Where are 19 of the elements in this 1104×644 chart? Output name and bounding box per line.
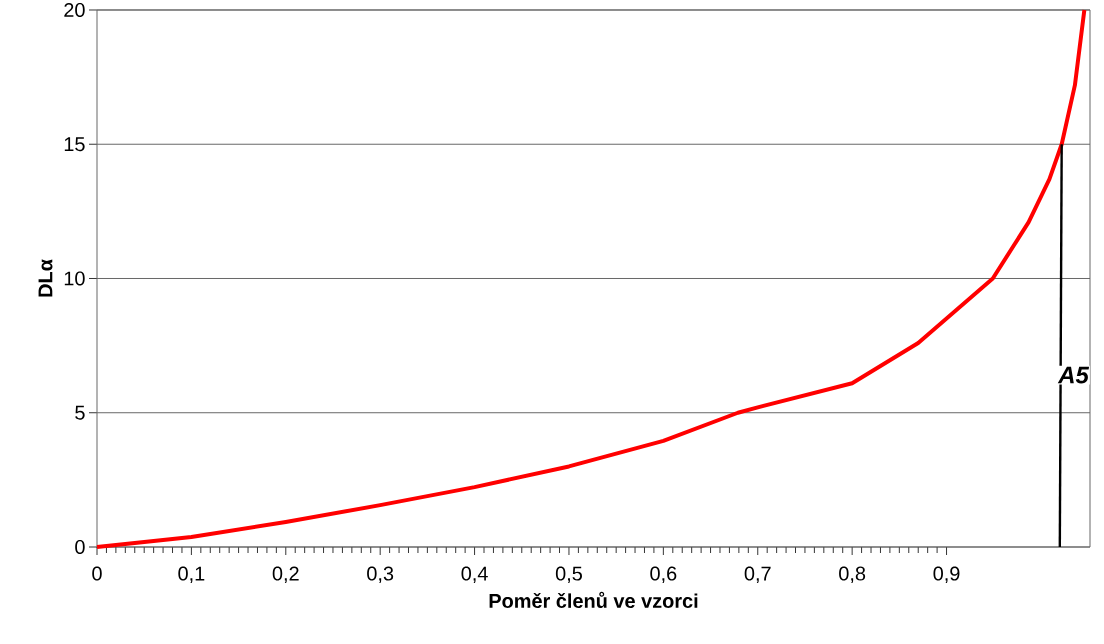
x-tick-label: 0,6 bbox=[650, 566, 677, 583]
y-tick-label: 10 bbox=[64, 271, 85, 286]
x-axis-title: Poměr členů ve vzorci bbox=[489, 591, 698, 608]
y-tick-label: 20 bbox=[64, 2, 85, 18]
y-tick-label: 15 bbox=[64, 137, 85, 152]
x-tick-label: 0,8 bbox=[839, 566, 866, 583]
y-tick-label: 5 bbox=[75, 405, 85, 420]
x-tick-label: 0,2 bbox=[272, 566, 299, 583]
y-axis-title: DLα bbox=[38, 259, 53, 297]
x-tick-label: 0,7 bbox=[744, 566, 771, 583]
x-tick-label: 0,3 bbox=[367, 566, 394, 583]
x-tick-label: 0,9 bbox=[933, 566, 960, 583]
y-tick-label: 0 bbox=[75, 539, 85, 555]
line-series bbox=[95, 7, 1087, 549]
x-tick-label: 0 bbox=[92, 566, 102, 581]
x-tick-label: 0,1 bbox=[178, 566, 205, 583]
x-tick-label: 0,4 bbox=[461, 566, 488, 583]
annotation: A5 bbox=[1057, 366, 1090, 384]
x-tick-label: 0,5 bbox=[555, 566, 582, 583]
